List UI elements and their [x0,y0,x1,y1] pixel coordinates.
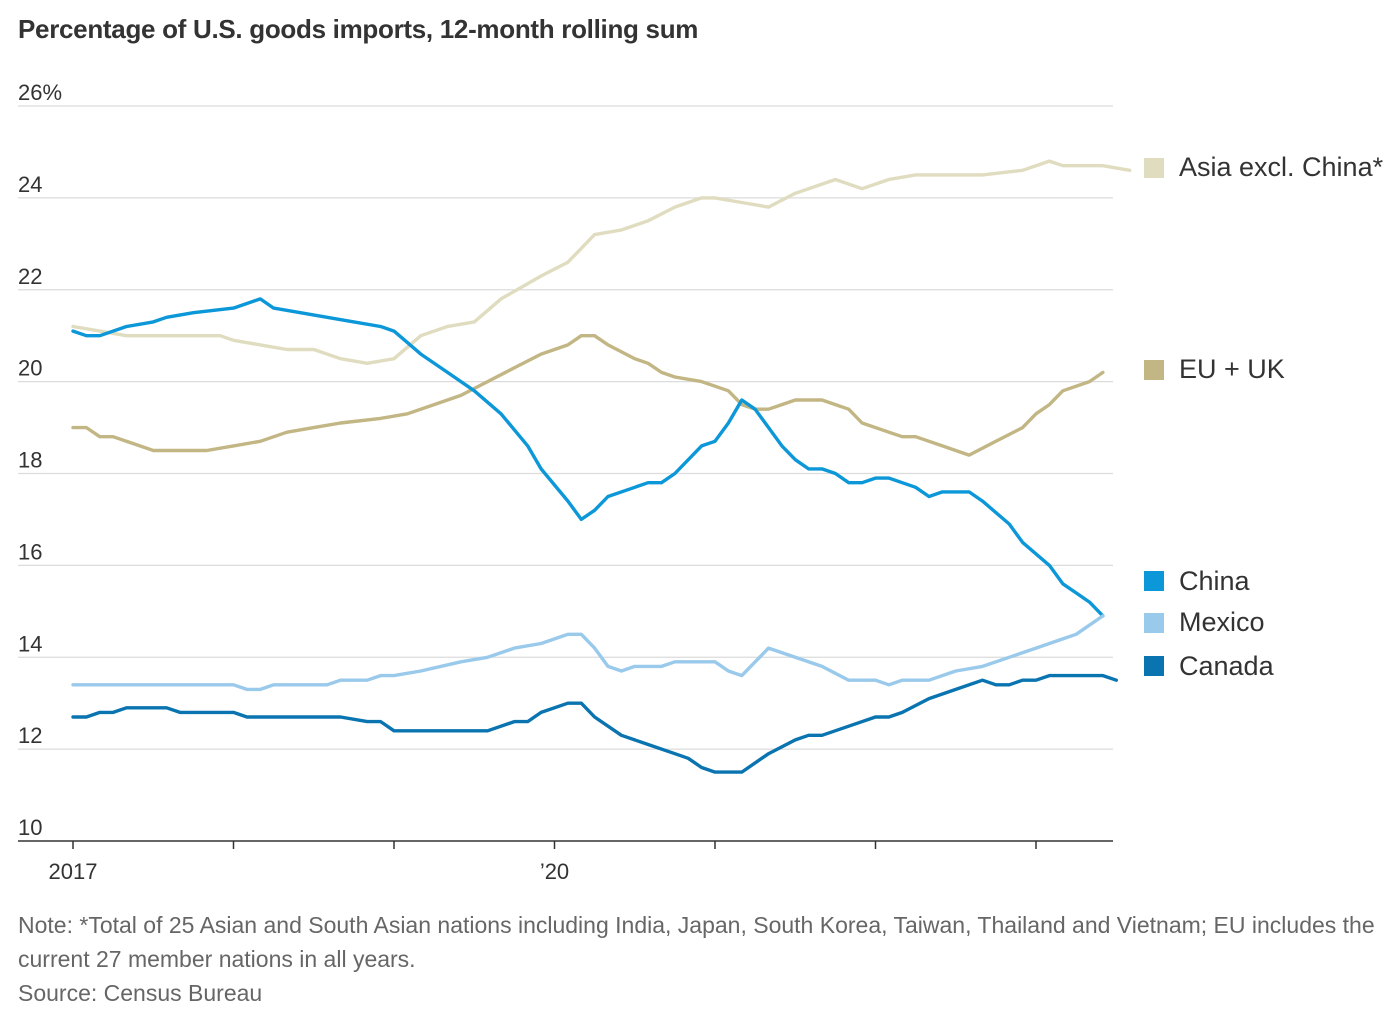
series-line-mexico [71,614,1105,692]
series-line-eu-uk [71,334,1105,457]
chart-note: Note: *Total of 25 Asian and South Asian… [18,908,1378,1010]
legend-swatch [1144,612,1164,633]
legend-item-china: China [1144,566,1250,597]
legend-item-eu-uk: EU + UK [1144,354,1285,385]
x-axis [72,841,1037,849]
source-text: Source: Census Bureau [18,980,263,1006]
legend-label: EU + UK [1179,354,1285,385]
note-text: Note: *Total of 25 Asian and South Asian… [18,912,1375,972]
legend-label: Canada [1179,650,1274,681]
x-tick-label: ’20 [540,859,569,884]
y-tick-label: 14 [18,631,42,656]
legend-label: Asia excl. China* [1179,152,1384,183]
y-tick-label: 10 [18,815,42,840]
series-line-asia-excl-china [71,159,1132,365]
legend-swatch [1144,656,1164,677]
x-tick-label: 2017 [49,859,98,884]
y-tick-label: 26% [18,80,62,105]
x-axis-labels: 2017 ’20 [49,859,570,884]
legend-swatch [1144,359,1164,380]
y-tick-label: 24 [18,172,42,197]
gridlines [18,105,1113,842]
line-chart: 26% 24 22 20 18 16 14 12 10 2017 ’20 [18,80,1132,884]
series-lines [71,159,1132,774]
y-tick-label: 16 [18,539,42,564]
legend-item-canada: Canada [1144,651,1274,682]
legend-swatch [1144,571,1164,592]
y-tick-label: 12 [18,723,42,748]
y-tick-label: 18 [18,448,42,473]
series-line-canada [71,673,1119,774]
legend-label: China [1179,565,1250,596]
legend-item-mexico: Mexico [1144,607,1265,638]
y-tick-label: 22 [18,264,42,289]
legend-swatch [1144,157,1164,178]
y-axis-labels: 26% 24 22 20 18 16 14 12 10 [18,80,62,840]
legend-item-asia-excl-china: Asia excl. China* [1144,152,1383,183]
series-line-china [71,297,1105,618]
y-tick-label: 20 [18,356,42,381]
chart-title: Percentage of U.S. goods imports, 12-mon… [18,14,699,44]
legend-label: Mexico [1179,607,1265,638]
